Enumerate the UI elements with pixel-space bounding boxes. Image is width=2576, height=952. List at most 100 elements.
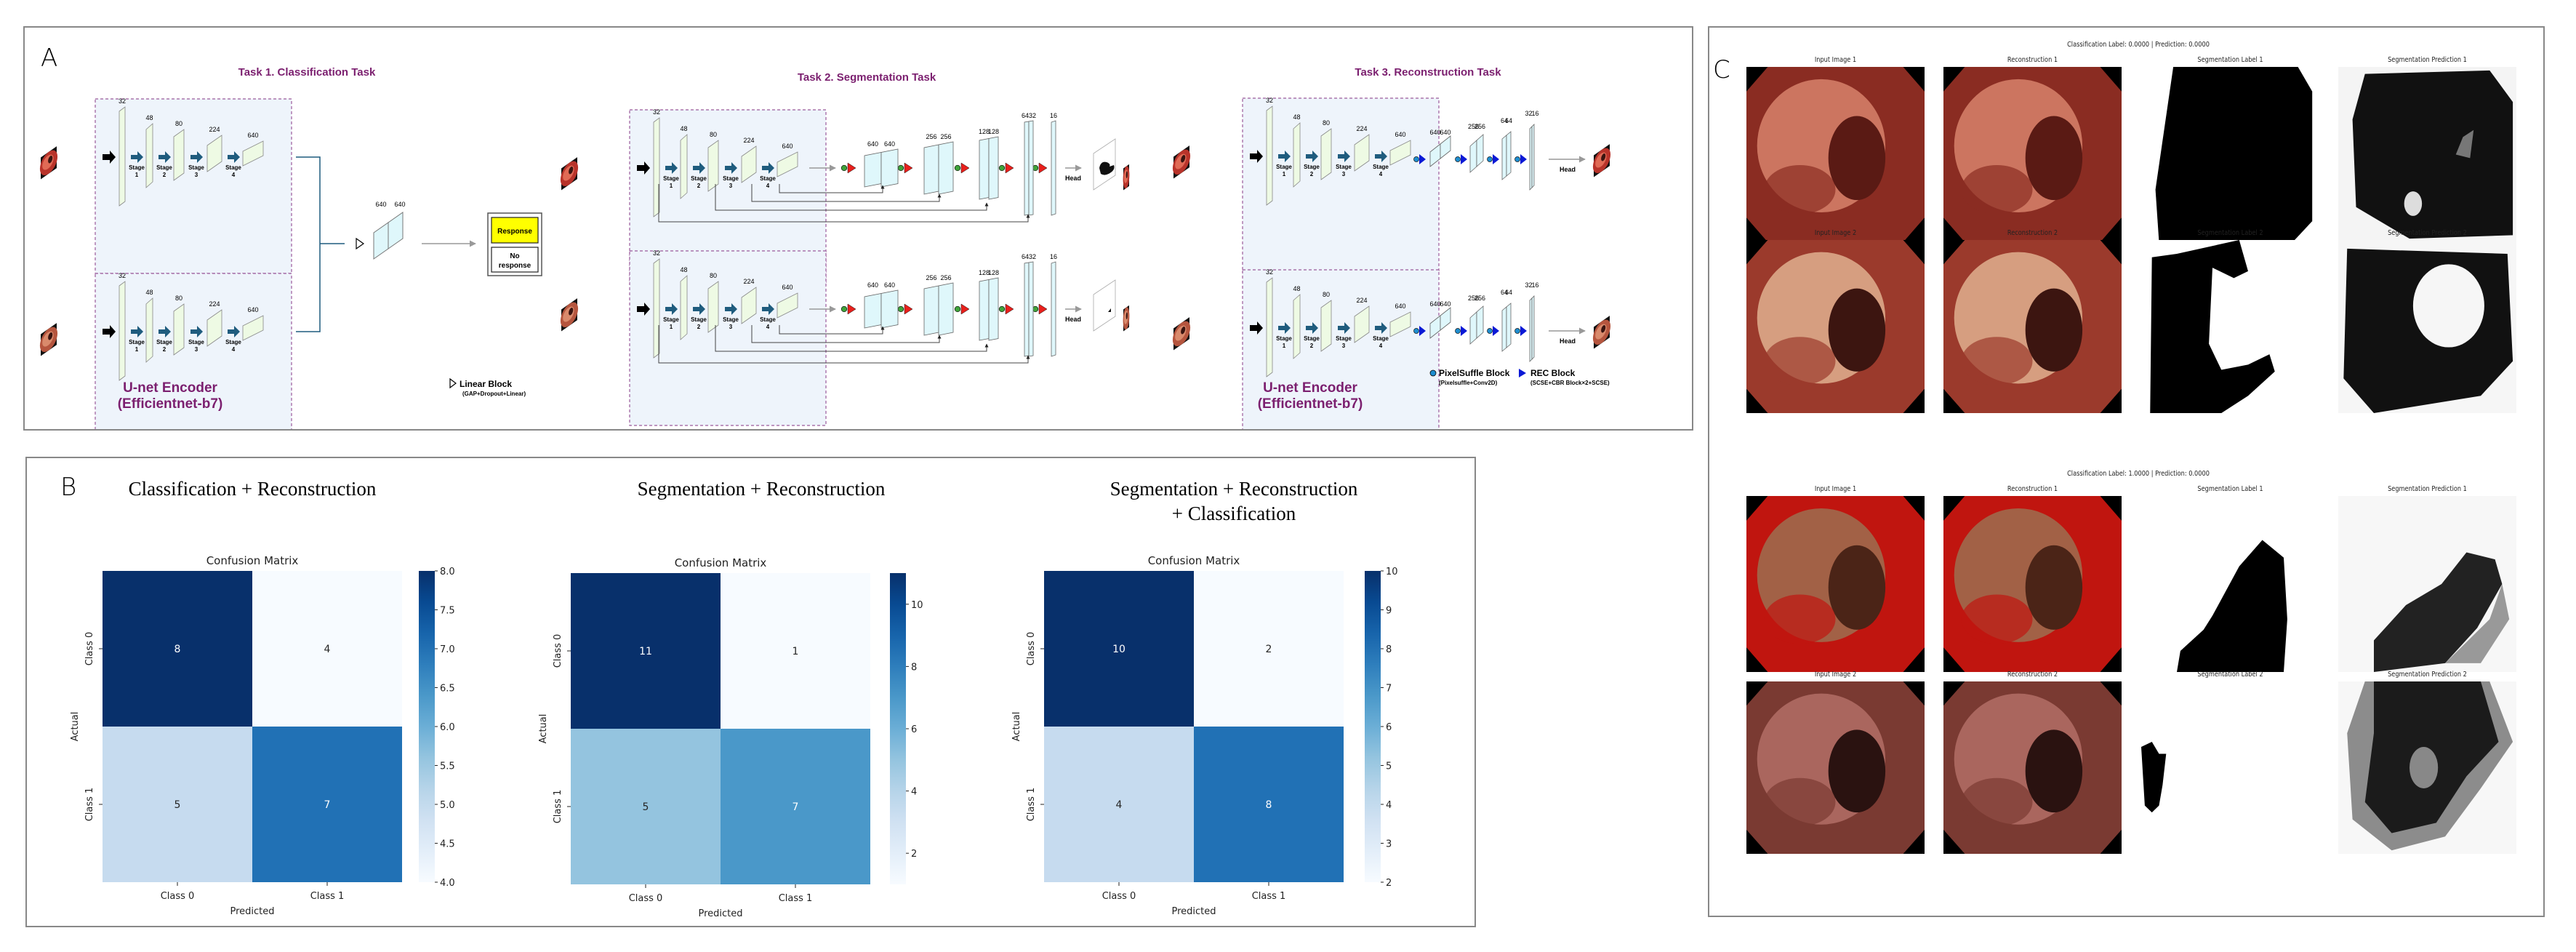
colorbar (419, 571, 435, 882)
decoder-channel-label: 16 (1531, 110, 1538, 117)
stage-label: Stage (663, 175, 679, 182)
rec-block-icon (1493, 154, 1499, 164)
y-tick-label: Class 0 (1026, 632, 1037, 666)
cell-value-label: 11 (639, 646, 652, 657)
response-label: Response (497, 228, 532, 236)
y-tick-label: Class 1 (84, 788, 95, 822)
encoder-label: (Efficientnet-b7) (118, 396, 223, 412)
image-caption: Segmentation Label 1 (2197, 485, 2263, 493)
rec-block-icon (1005, 303, 1014, 315)
decoder-channel-label: 16 (1050, 112, 1057, 119)
heatmap-cell (721, 729, 870, 884)
image-caption: Segmentation Label 2 (2197, 229, 2263, 237)
stage-arrow-icon (693, 303, 705, 315)
encoder-feature-block (173, 129, 185, 181)
rec-block-icon (847, 303, 856, 315)
stage-label: Stage (1276, 164, 1292, 170)
decoder-feature-block (1531, 295, 1535, 360)
encoder-channel-label: 32 (653, 108, 660, 116)
heatmap-cell (103, 727, 252, 882)
decoder-feature-block (938, 282, 954, 336)
x-tick-label: Class 0 (161, 891, 195, 902)
stage-label: Stage (225, 339, 241, 345)
stage-number: 3 (729, 183, 733, 189)
encoder-feature-block (1354, 305, 1370, 343)
encoder-feature-block (741, 287, 757, 324)
task3-title: Task 3. Reconstruction Task (1355, 66, 1501, 79)
stage-number: 1 (1283, 343, 1286, 349)
legend-rec-title: REC Block (1530, 368, 1576, 378)
rec-block-icon (1519, 369, 1526, 377)
stage-label: Stage (691, 316, 707, 323)
skip-connection (658, 325, 1030, 364)
rec-block-icon (960, 303, 970, 315)
decoder-feature-block (979, 279, 990, 341)
response-output (491, 217, 539, 244)
colorbar-tick-label: 7 (1386, 684, 1392, 695)
decoder-feature-block (1469, 311, 1477, 345)
decoder-channel-label: 640 (884, 140, 895, 148)
encoder-channel-label: 48 (680, 125, 687, 132)
encoder-feature-block (1266, 277, 1273, 377)
encoder-feature-block (777, 292, 798, 319)
stage-number: 4 (766, 183, 770, 189)
segmentation-prediction-map (2338, 67, 2516, 242)
encoder-channel-label: 224 (1356, 297, 1367, 304)
panel-a-letter: A (41, 44, 58, 73)
decoder-channel-label: 16 (1050, 253, 1057, 260)
thumbnail-lumen (1601, 324, 1606, 333)
segmentation-mask (2141, 496, 2319, 672)
encoder-channel-label: 224 (209, 300, 220, 308)
colorbar-tick-label: 5.0 (440, 800, 455, 811)
stage-number: 1 (135, 346, 139, 353)
stage-number: 1 (670, 324, 673, 330)
input-arrow-icon (103, 325, 116, 338)
segmentation-mask (2141, 681, 2319, 854)
rec-block-icon (960, 162, 970, 174)
y-tick-label: Class 0 (84, 632, 95, 666)
encoder-channel-label: 48 (145, 289, 153, 296)
y-axis-label: Actual (70, 712, 81, 742)
decoder-feature-block (880, 148, 899, 188)
heatmap-cell (1044, 727, 1194, 882)
decoder-channel-label: 640 (1440, 129, 1450, 136)
stage-label: Stage (760, 316, 776, 323)
encoder-feature-block (680, 134, 688, 199)
decoder-feature-block (864, 293, 882, 329)
decoder-channel-label: 256 (940, 133, 951, 140)
stage-number: 2 (697, 183, 701, 189)
input-image-thumbnail (560, 157, 579, 191)
encoder-region (95, 273, 292, 429)
encoder-channel-label: 640 (1395, 303, 1405, 310)
x-axis-label: Predicted (698, 908, 742, 919)
decoder-channel-label: 256 (1468, 123, 1479, 130)
encoder-channel-label: 224 (743, 137, 754, 144)
stage-arrow-icon (190, 151, 203, 163)
encoder-channel-label: 640 (782, 143, 793, 150)
no-response-output (491, 247, 539, 273)
decoder-feature-block (1028, 261, 1034, 357)
rec-block-icon (1038, 162, 1048, 174)
rec-block-icon (904, 162, 913, 174)
pixelshuffle-block-icon (998, 305, 1006, 313)
encoder-channel-label: 32 (119, 272, 126, 279)
endoscopy-image (1746, 681, 1925, 854)
stage-arrow-icon (762, 303, 774, 315)
decoder-channel-label: 256 (940, 274, 951, 281)
decoder-channel-label: 64 (1022, 112, 1029, 119)
encoder-feature-block (242, 315, 264, 341)
pixelshuffle-block-icon (1487, 156, 1493, 162)
cell-value-label: 7 (793, 801, 799, 813)
decoder-channel-label: 128 (979, 269, 990, 276)
input-image (1746, 67, 1925, 242)
input-image-thumbnail (1592, 144, 1611, 177)
stage-label: Stage (188, 164, 204, 171)
colorbar-tick-label: 7.5 (440, 606, 455, 617)
encoder-channel-label: 80 (710, 131, 717, 138)
x-tick-label: Class 1 (779, 893, 813, 904)
head-label: Head (1560, 337, 1576, 345)
rec-block-icon (904, 303, 913, 315)
image-caption: Segmentation Label 2 (2197, 671, 2263, 679)
thumbnail-lumen (48, 332, 53, 340)
